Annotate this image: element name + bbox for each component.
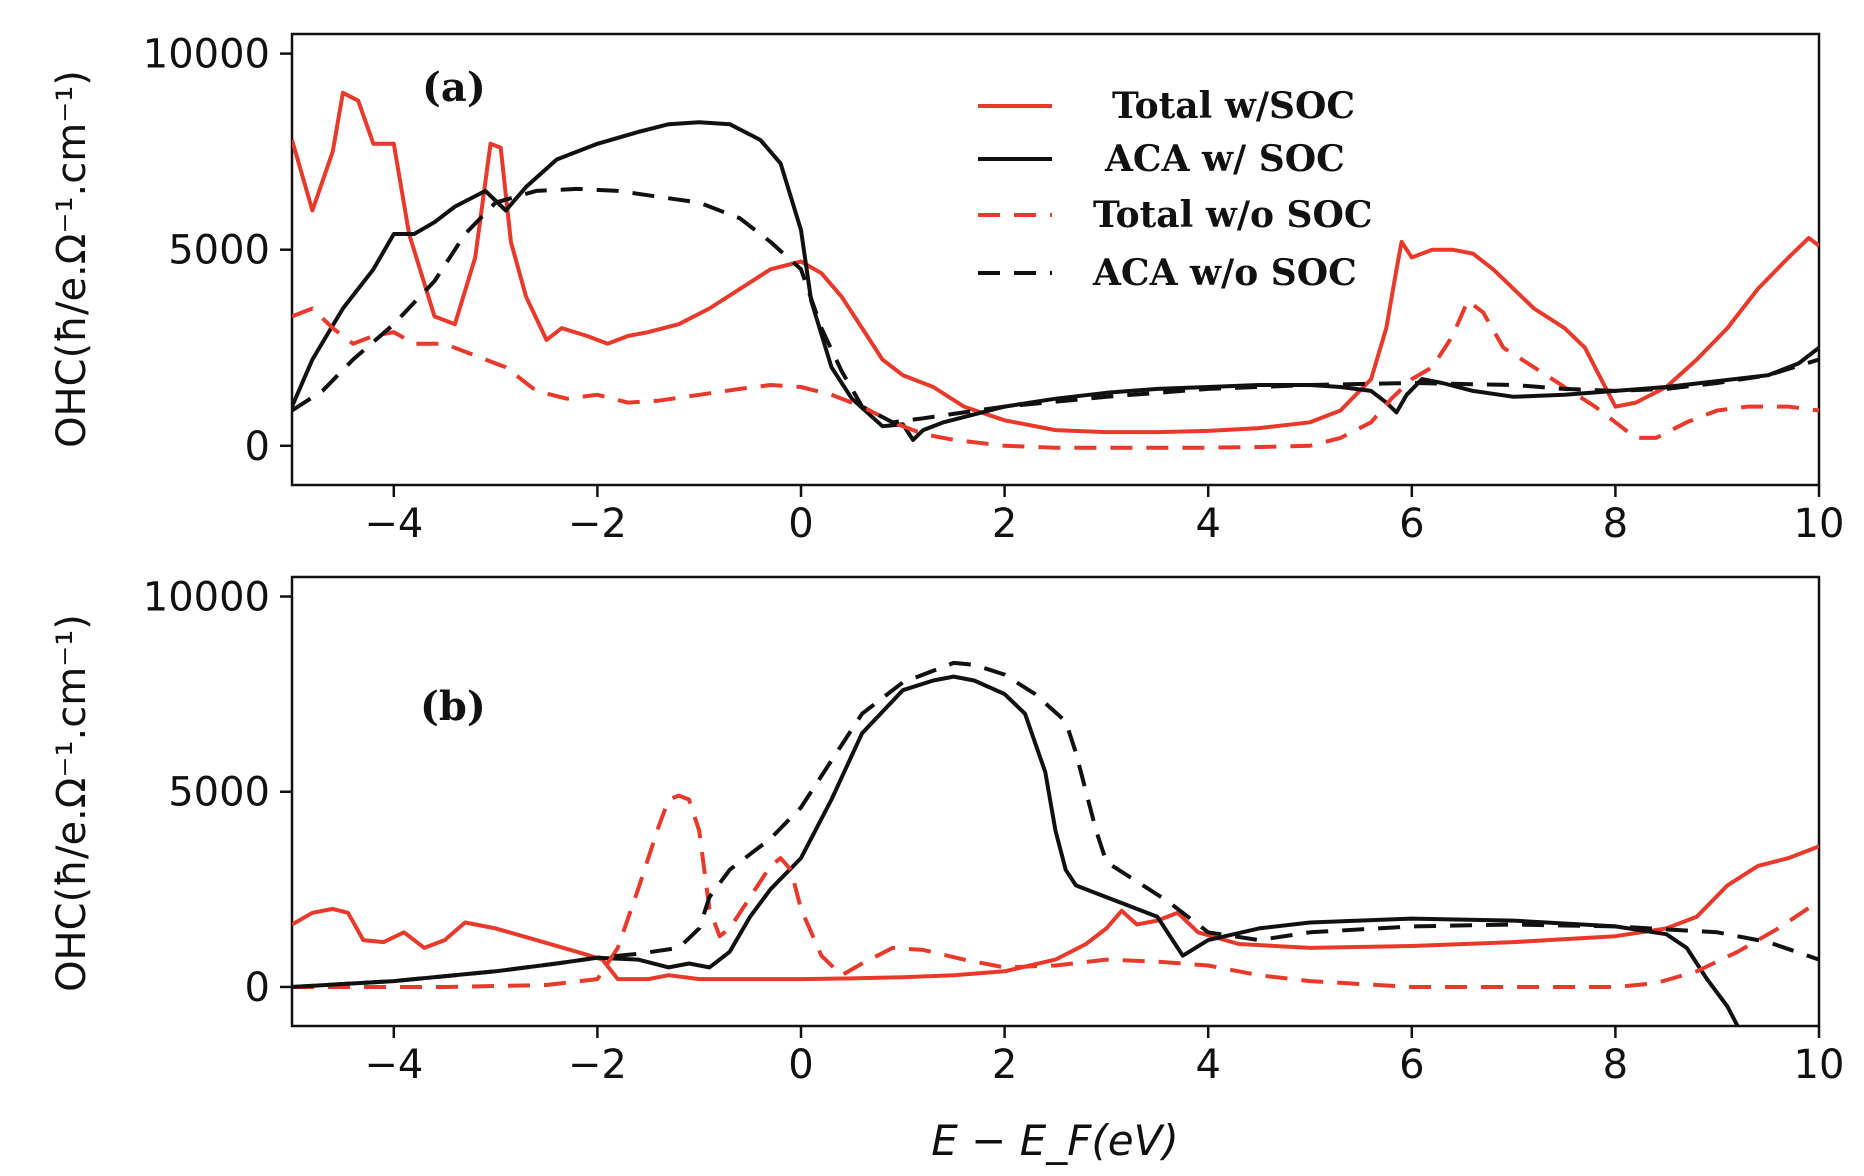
panel-a-xtick-label: 4 bbox=[1195, 501, 1220, 547]
legend: Total w/SOC ACA w/ SOC Total w/o SOC ACA… bbox=[978, 85, 1373, 294]
x-axis-label: E − E_F(eV) bbox=[931, 1116, 1178, 1165]
panel-b-xtick-label: 6 bbox=[1399, 1042, 1424, 1088]
panel-b-xtick-label: 0 bbox=[788, 1042, 813, 1088]
panel-a-xtick-label: −4 bbox=[364, 501, 423, 547]
panel-b-frame bbox=[290, 575, 1821, 1028]
panel-b-series-aca-w-soc bbox=[292, 674, 1740, 1026]
panel-b-xtick-label: 4 bbox=[1195, 1042, 1220, 1088]
panel-a-xtick-label: 10 bbox=[1794, 501, 1845, 547]
legend-label-total-w-soc: Total w/SOC bbox=[1112, 85, 1355, 127]
panel-b-ytick-label: 5000 bbox=[168, 770, 270, 816]
panel-a-ytick-label: 10000 bbox=[143, 32, 270, 78]
panel-b-series-aca-w-o-soc bbox=[292, 660, 1819, 989]
panel-a-xtick-label: 8 bbox=[1603, 501, 1628, 547]
panel-a-lines bbox=[292, 90, 1819, 450]
panel-b-xtick-label: −2 bbox=[568, 1042, 627, 1088]
panel-a-series-total-w-o-soc bbox=[292, 298, 1819, 450]
panel-b-lines bbox=[292, 660, 1819, 1026]
panel-b-ytick-label: 0 bbox=[245, 965, 270, 1011]
panel-b-label: (b) bbox=[420, 683, 486, 730]
panel-a-xtick-label: 6 bbox=[1399, 501, 1424, 547]
panel-a-xtick-label: 0 bbox=[788, 501, 813, 547]
panel-b-xtick-label: 2 bbox=[992, 1042, 1017, 1088]
panel-b-series-total-w-o-soc bbox=[292, 793, 1819, 989]
panel-a-ylabel: OHC(ħ/e.Ω⁻¹.cm⁻¹) bbox=[49, 70, 95, 448]
panel-a-frame bbox=[290, 32, 1821, 487]
panel-b-ticks: −4 −2 0 2 4 6 8 10 0 5000 10000 bbox=[143, 575, 1845, 1088]
legend-label-aca-w-soc: ACA w/ SOC bbox=[1104, 138, 1345, 180]
panel-a-ticks: −4 −2 0 2 4 6 8 10 0 5000 10000 bbox=[143, 32, 1845, 547]
panel-b-ytick-label: 10000 bbox=[143, 575, 270, 621]
panel-b-xtick-label: 10 bbox=[1794, 1042, 1845, 1088]
panel-a-xtick-label: 2 bbox=[992, 501, 1017, 547]
legend-label-aca-wo-soc: ACA w/o SOC bbox=[1092, 252, 1357, 294]
panel-b-xtick-label: 8 bbox=[1603, 1042, 1628, 1088]
panel-a-ytick-label: 0 bbox=[245, 424, 270, 470]
panel-a-label: (a) bbox=[422, 64, 486, 111]
legend-label-total-wo-soc: Total w/o SOC bbox=[1093, 194, 1373, 236]
panel-b-series-total-w-soc bbox=[292, 844, 1819, 982]
panel-a-ytick-label: 5000 bbox=[168, 228, 270, 274]
panel-b-ylabel: OHC(ħ/e.Ω⁻¹.cm⁻¹) bbox=[49, 614, 95, 992]
panel-b-xtick-label: −4 bbox=[364, 1042, 423, 1088]
panel-a-series-total-w-soc bbox=[292, 90, 1819, 435]
panel-a-xtick-label: −2 bbox=[568, 501, 627, 547]
panel-a-series-aca-w-o-soc bbox=[292, 186, 1819, 425]
